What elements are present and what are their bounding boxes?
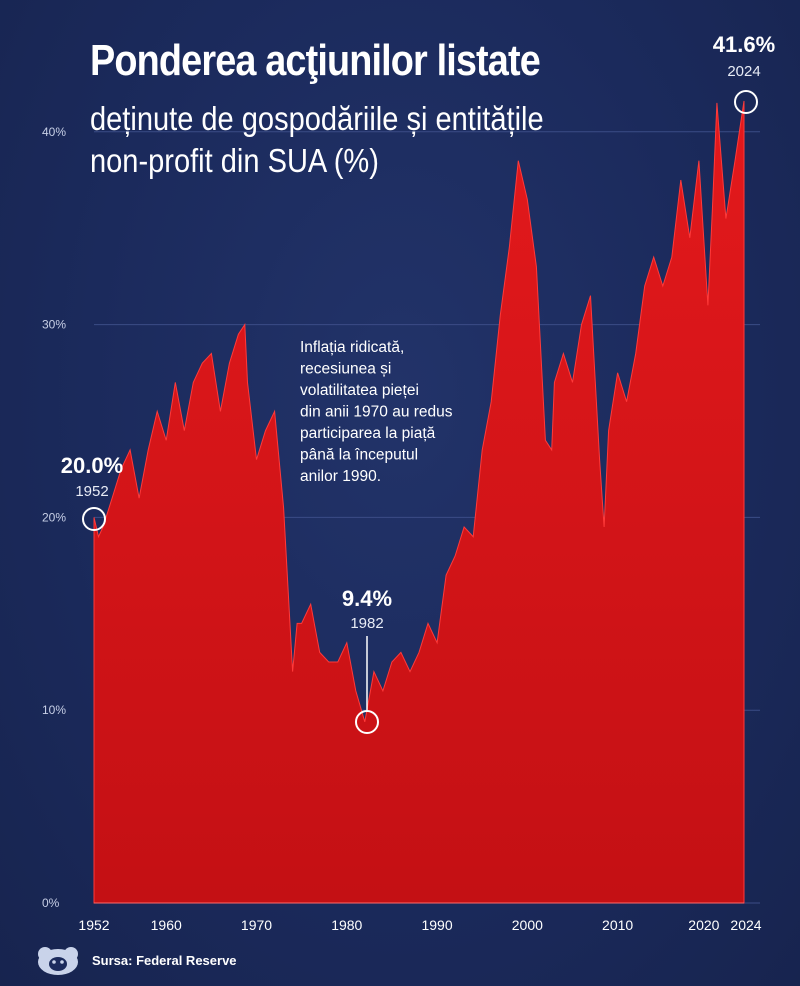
annotation-line: participarea la piață	[300, 425, 436, 442]
annotation-year-label: 1952	[75, 483, 108, 500]
annotation-value-label: 9.4%	[342, 586, 392, 611]
annotation-marker	[355, 710, 379, 734]
x-tick-label: 1980	[331, 917, 362, 933]
subtitle-line-1: deținute de gospodăriile și entitățile	[90, 100, 544, 137]
subtitle-line-2: non-profit din SUA (%)	[90, 142, 379, 179]
annotation-year-label: 2024	[727, 63, 760, 80]
x-tick-label: 1970	[241, 917, 272, 933]
x-tick-label: 2020	[688, 917, 719, 933]
x-tick-label: 1952	[78, 917, 109, 933]
annotation-line: recesiunea și	[300, 361, 391, 378]
y-tick-label: 10%	[42, 703, 66, 717]
annotation-line: din anii 1970 au redus	[300, 404, 453, 421]
x-tick-label: 1960	[151, 917, 182, 933]
x-tick-label: 2024	[730, 917, 761, 933]
page-title: Ponderea acţiunilor listate	[90, 36, 541, 85]
annotation-line: până la începutul	[300, 447, 418, 464]
annotation-1970s-text: Inflația ridicată, recesiunea și volatilit…	[300, 339, 453, 485]
area-series-path	[93, 100, 745, 904]
x-axis: 1952 1960 1970 1980 1990 2000 2010 2020 2024	[78, 902, 762, 933]
annotation-value-label: 41.6%	[713, 32, 775, 57]
annotation-line: volatilitatea pieței	[300, 382, 419, 399]
brand-logo-icon	[38, 947, 78, 975]
annotation-year-label: 1982	[350, 615, 383, 632]
y-axis: 0% 10% 20% 30% 40%	[42, 125, 66, 910]
y-tick-label: 0%	[42, 896, 60, 910]
source-note: Sursa: Federal Reserve	[92, 953, 237, 968]
annotations: Inflația ridicată, recesiunea și volatilit…	[61, 32, 775, 734]
x-tick-label: 2000	[512, 917, 543, 933]
y-tick-label: 40%	[42, 125, 66, 139]
annotation-marker	[734, 90, 758, 114]
x-tick-label: 1990	[421, 917, 452, 933]
x-tick-label: 2010	[602, 917, 633, 933]
annotation-value-label: 20.0%	[61, 453, 123, 478]
annotation-line: anilor 1990.	[300, 468, 381, 485]
annotation-line: Inflația ridicată,	[300, 339, 404, 356]
page-subtitle: deținute de gospodăriile și entitățile n…	[90, 98, 544, 182]
area-series	[93, 100, 745, 904]
annotation-marker	[82, 507, 106, 531]
y-tick-label: 20%	[42, 510, 66, 524]
y-tick-label: 30%	[42, 318, 66, 332]
